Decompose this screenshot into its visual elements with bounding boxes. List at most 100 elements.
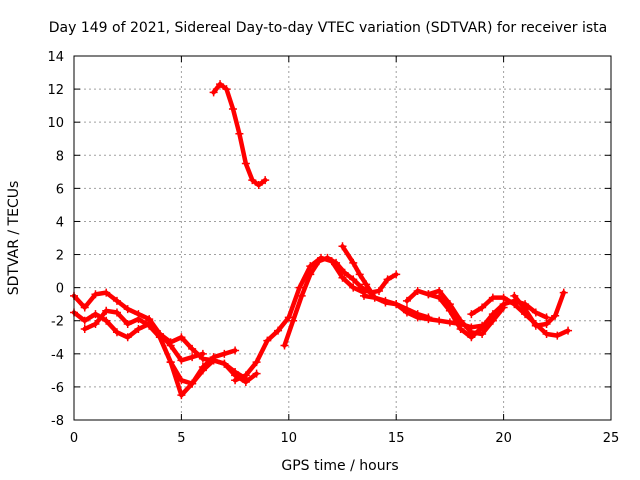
data-point — [478, 323, 487, 332]
series-arc-high — [209, 80, 270, 190]
data-point — [521, 305, 530, 314]
y-tick-label: 6 — [56, 182, 64, 197]
data-point — [510, 291, 519, 300]
data-point — [383, 275, 392, 284]
y-axis-title: SDTVAR / TECUs — [6, 181, 22, 296]
series-arc-2 — [70, 308, 207, 365]
data-point — [216, 80, 225, 89]
y-tick-label: 14 — [47, 50, 64, 65]
data-point — [241, 159, 250, 168]
data-point — [248, 176, 257, 185]
data-point — [280, 341, 289, 350]
data-point — [102, 316, 111, 325]
data-point — [155, 333, 164, 342]
data-point — [531, 321, 540, 330]
axis-ticks: -8 -6 -4 -2 0 2 4 6 8 10 12 14 0 5 10 15 20 25 — [47, 50, 619, 446]
data-point — [357, 283, 366, 292]
data-point — [355, 270, 364, 279]
data-point — [220, 349, 229, 358]
data-point — [198, 363, 207, 372]
data-series — [70, 80, 573, 400]
x-tick-label: 25 — [603, 431, 620, 446]
x-tick-label: 20 — [495, 431, 512, 446]
data-point — [284, 313, 293, 322]
data-point — [91, 290, 100, 299]
data-point — [80, 316, 89, 325]
data-point — [252, 358, 261, 367]
series-line — [426, 292, 549, 340]
data-point — [102, 306, 111, 315]
data-point — [209, 88, 218, 97]
series-arc-12 — [510, 288, 568, 330]
data-point — [231, 376, 240, 385]
data-point — [488, 293, 497, 302]
data-point — [80, 325, 89, 333]
data-point — [349, 283, 358, 292]
data-point — [134, 315, 143, 324]
data-point — [413, 286, 422, 295]
data-point — [314, 257, 323, 266]
data-point — [177, 333, 186, 342]
data-point — [198, 349, 207, 358]
series-line — [404, 288, 506, 337]
series-line — [469, 295, 571, 338]
data-point — [564, 326, 573, 335]
data-point — [381, 296, 390, 305]
data-point — [112, 308, 121, 317]
data-point — [252, 369, 261, 378]
data-point — [80, 303, 89, 312]
data-point — [228, 104, 237, 113]
data-point — [166, 358, 175, 367]
data-point — [338, 242, 347, 251]
data-point — [188, 379, 197, 388]
data-point — [559, 288, 568, 297]
data-point — [323, 253, 332, 262]
data-point — [112, 296, 121, 305]
data-point — [435, 293, 444, 302]
x-tick-label: 15 — [388, 431, 405, 446]
data-point — [231, 346, 240, 355]
data-point — [542, 320, 551, 329]
data-point — [392, 300, 401, 309]
data-point — [91, 320, 100, 329]
plot-frame — [73, 55, 612, 421]
data-point — [295, 283, 304, 292]
y-tick-label: 0 — [56, 282, 64, 297]
data-point — [297, 291, 306, 300]
data-point — [551, 311, 560, 320]
data-point — [402, 296, 411, 305]
x-axis-title: GPS time / hours — [281, 458, 398, 474]
data-point — [424, 315, 433, 324]
data-point — [370, 293, 379, 302]
data-point — [531, 308, 540, 317]
data-point — [123, 305, 132, 314]
data-point — [402, 308, 411, 317]
data-point — [177, 391, 186, 400]
data-point — [177, 356, 186, 365]
data-point — [542, 329, 551, 338]
data-point — [435, 316, 444, 325]
data-point — [359, 291, 368, 300]
series-line — [512, 290, 566, 328]
data-point — [362, 280, 371, 289]
data-point — [467, 333, 476, 342]
data-point — [289, 316, 298, 325]
data-point — [338, 273, 347, 282]
data-point — [241, 371, 250, 380]
data-point — [222, 85, 231, 94]
data-point — [112, 328, 121, 337]
data-point — [306, 262, 315, 271]
data-point — [375, 286, 384, 295]
data-point — [332, 258, 341, 267]
data-point — [220, 359, 229, 368]
data-point — [123, 333, 132, 342]
data-point — [467, 310, 476, 319]
data-point — [392, 270, 401, 279]
data-point — [188, 344, 197, 353]
y-tick-label: 2 — [56, 249, 64, 264]
y-tick-label: 10 — [47, 116, 64, 131]
data-point — [349, 258, 358, 267]
data-point — [188, 353, 197, 362]
y-tick-label: -8 — [51, 414, 64, 429]
